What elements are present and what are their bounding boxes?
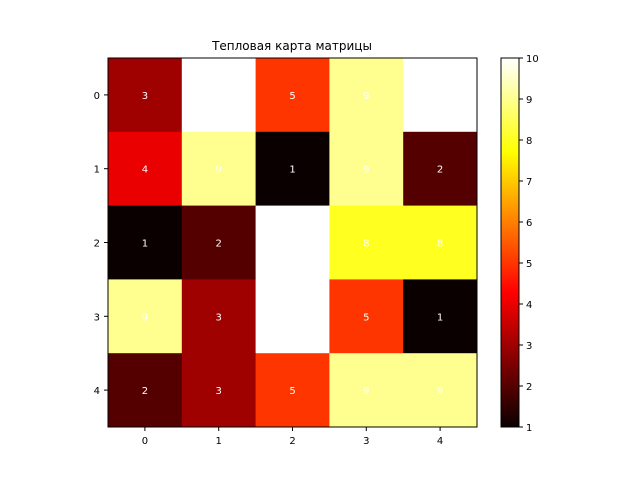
y-tick-label: 2 xyxy=(94,239,100,250)
cell-value-label: 4 xyxy=(142,165,148,176)
heatmap-cell xyxy=(403,279,478,354)
heatmap-cell xyxy=(403,58,478,133)
heatmap-cell xyxy=(255,131,330,207)
cell-value-label: 9 xyxy=(437,386,443,397)
cell-value-label: 9 xyxy=(216,165,222,176)
heatmap-cell xyxy=(255,205,330,280)
cell-value-label: 1 xyxy=(289,165,295,176)
y-tick-label: 0 xyxy=(94,91,100,102)
x-tick-label: 1 xyxy=(216,436,222,447)
plot-frame xyxy=(107,57,478,428)
heatmap-cell xyxy=(329,279,404,354)
chart-title: Тепловая карта матрицы xyxy=(211,39,372,53)
cell-value-label: 2 xyxy=(437,165,443,176)
heatmap-cell xyxy=(403,353,478,428)
heatmap-cell xyxy=(181,58,257,133)
y-tick-label: 4 xyxy=(94,386,100,397)
colorbar-tick-label: 10 xyxy=(526,54,539,65)
heatmap-cell xyxy=(255,279,330,354)
heatmap-cell xyxy=(403,131,478,207)
cell-value-label: 3 xyxy=(216,386,222,397)
cell-value-label: 8 xyxy=(437,239,443,250)
x-axis: 0 1 2 3 4 xyxy=(142,427,443,447)
cell-value-label: 5 xyxy=(289,386,295,397)
cell-value-label: 3 xyxy=(216,312,222,323)
colorbar-tick-label: 7 xyxy=(526,177,532,188)
colorbar-tick-label: 4 xyxy=(526,300,532,311)
heatmap-cell xyxy=(181,205,257,280)
x-tick-label: 0 xyxy=(142,436,148,447)
colorbar-tick-label: 2 xyxy=(526,382,532,393)
cell-value-label: 9 xyxy=(363,386,369,397)
cell-value-label: 1 xyxy=(142,239,148,250)
colorbar-tick-label: 9 xyxy=(526,95,532,106)
heatmap-cell xyxy=(108,58,183,133)
heatmap-cell xyxy=(329,353,404,428)
heatmap-cell xyxy=(181,353,257,428)
colorbar-axis: 1 2 3 4 5 6 7 8 9 10 xyxy=(519,54,539,434)
cell-value-label: 9 xyxy=(363,165,369,176)
heatmap-cell xyxy=(403,205,478,280)
cell-value-label: 2 xyxy=(142,386,148,397)
x-tick-label: 3 xyxy=(363,436,369,447)
heatmap-cell xyxy=(108,353,183,428)
x-tick-label: 2 xyxy=(289,436,295,447)
colorbar-tick-label: 8 xyxy=(526,136,532,147)
y-axis: 0 1 2 3 4 xyxy=(94,91,108,397)
cell-value-label: 2 xyxy=(216,239,222,250)
colorbar-tick-label: 3 xyxy=(526,341,532,352)
colorbar-tick-label: 1 xyxy=(526,423,532,434)
cell-value-label: 9 xyxy=(363,91,369,102)
heatmap-cells xyxy=(108,58,478,428)
cell-value-label: 8 xyxy=(363,239,369,250)
cell-value-label: 3 xyxy=(142,91,148,102)
colorbar-tick-label: 6 xyxy=(526,218,532,229)
heatmap-cell xyxy=(329,58,404,133)
heatmap-cell xyxy=(255,353,330,428)
heatmap-cell xyxy=(255,58,330,133)
cell-value-label: 5 xyxy=(363,312,369,323)
heatmap-cell xyxy=(329,131,404,207)
heatmap-cell xyxy=(181,279,257,354)
colorbar xyxy=(500,57,520,428)
heatmap-cell xyxy=(329,205,404,280)
heatmap-cell xyxy=(181,131,257,207)
heatmap-cell xyxy=(108,279,183,354)
x-tick-label: 4 xyxy=(437,436,443,447)
y-tick-label: 1 xyxy=(94,165,100,176)
cell-value-label: 5 xyxy=(289,91,295,102)
colorbar-tick-label: 5 xyxy=(526,259,532,270)
heatmap-cell xyxy=(108,131,183,207)
y-tick-label: 3 xyxy=(94,312,100,323)
cell-value-label: 9 xyxy=(142,312,148,323)
cell-value-label: 1 xyxy=(437,312,443,323)
heatmap-cell xyxy=(108,205,183,280)
heatmap-cell-labels: 3 5 9 4 9 1 9 2 1 2 8 8 9 3 5 1 2 3 5 9 9 xyxy=(142,91,444,397)
